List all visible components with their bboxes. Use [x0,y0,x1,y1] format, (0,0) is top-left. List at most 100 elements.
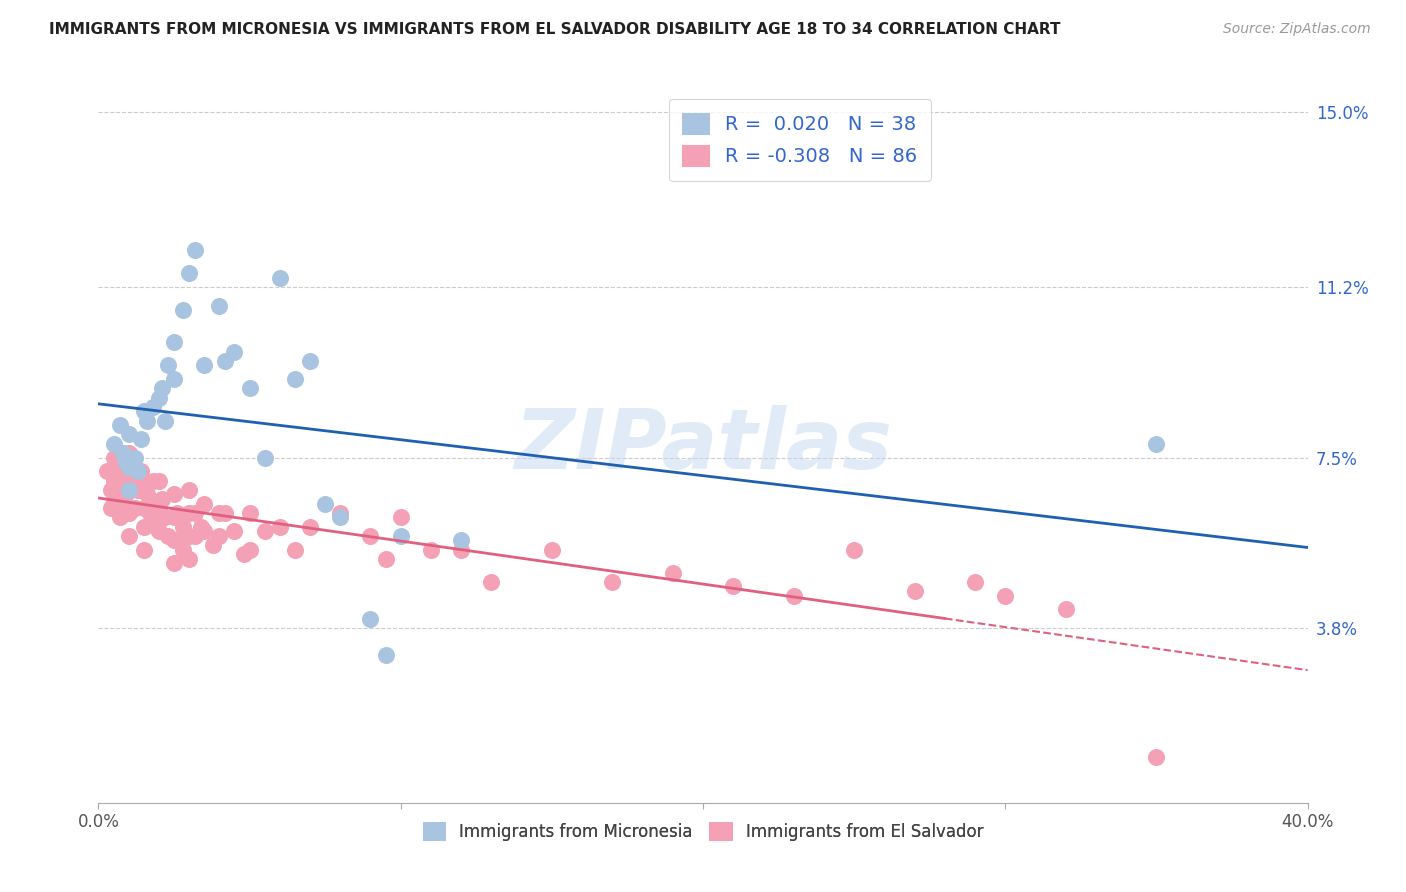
Point [156,359,179,373]
Point [193,497,215,511]
Point [661,566,683,580]
Point [118,483,141,497]
Point [124,450,146,465]
Point [163,487,186,501]
Point [360,529,382,543]
Point [214,354,236,368]
Point [1144,749,1167,764]
Point [142,497,165,511]
Point [103,474,125,488]
Point [602,574,624,589]
Point [132,501,155,516]
Point [783,589,806,603]
Point [132,404,155,418]
Point [114,455,136,469]
Point [103,436,125,450]
Point [108,510,131,524]
Point [150,381,173,395]
Point [148,474,170,488]
Point [540,542,562,557]
Point [179,483,201,497]
Point [142,400,165,414]
Point [132,542,155,557]
Point [163,557,186,571]
Point [239,381,262,395]
Point [118,459,141,474]
Point [166,506,188,520]
Text: IMMIGRANTS FROM MICRONESIA VS IMMIGRANTS FROM EL SALVADOR DISABILITY AGE 18 TO 3: IMMIGRANTS FROM MICRONESIA VS IMMIGRANTS… [49,22,1060,37]
Point [145,519,167,533]
Point [118,483,141,497]
Point [111,497,134,511]
Point [105,455,128,469]
Point [190,519,212,533]
Point [108,418,131,433]
Point [111,474,134,488]
Point [114,487,136,501]
Point [374,551,396,566]
Point [184,506,207,520]
Text: Source: ZipAtlas.com: Source: ZipAtlas.com [1223,22,1371,37]
Point [179,551,201,566]
Point [284,372,307,386]
Point [202,538,225,552]
Point [844,542,866,557]
Point [253,450,276,465]
Point [111,446,134,460]
Point [208,506,231,520]
Point [239,506,262,520]
Point [389,510,412,524]
Point [184,244,207,258]
Point [108,487,131,501]
Point [103,450,125,465]
Point [150,491,173,506]
Point [269,271,291,285]
Point [224,524,246,538]
Point [163,533,186,548]
Point [142,474,165,488]
Point [111,446,134,460]
Point [284,542,307,557]
Legend: Immigrants from Micronesia, Immigrants from El Salvador: Immigrants from Micronesia, Immigrants f… [416,815,990,848]
Point [253,524,276,538]
Point [118,506,141,520]
Point [208,529,231,543]
Point [127,483,149,497]
Point [965,574,987,589]
Point [374,648,396,663]
Point [118,446,141,460]
Point [132,519,155,533]
Point [132,478,155,492]
Point [100,501,122,516]
Point [481,574,503,589]
Point [299,354,322,368]
Point [239,542,262,557]
Point [139,506,162,520]
Point [148,501,170,516]
Point [127,464,149,478]
Point [994,589,1017,603]
Point [184,529,207,543]
Point [108,459,131,474]
Point [114,459,136,474]
Text: ZIPatlas: ZIPatlas [515,406,891,486]
Point [172,542,194,557]
Point [135,487,157,501]
Point [193,524,215,538]
Point [179,506,201,520]
Point [214,506,236,520]
Point [163,510,186,524]
Point [103,491,125,506]
Point [179,266,201,280]
Point [329,510,352,524]
Point [153,510,176,524]
Point [299,519,322,533]
Point [163,335,186,350]
Point [148,391,170,405]
Point [193,359,215,373]
Point [100,483,122,497]
Point [118,529,141,543]
Point [156,529,179,543]
Point [129,432,152,446]
Point [360,612,382,626]
